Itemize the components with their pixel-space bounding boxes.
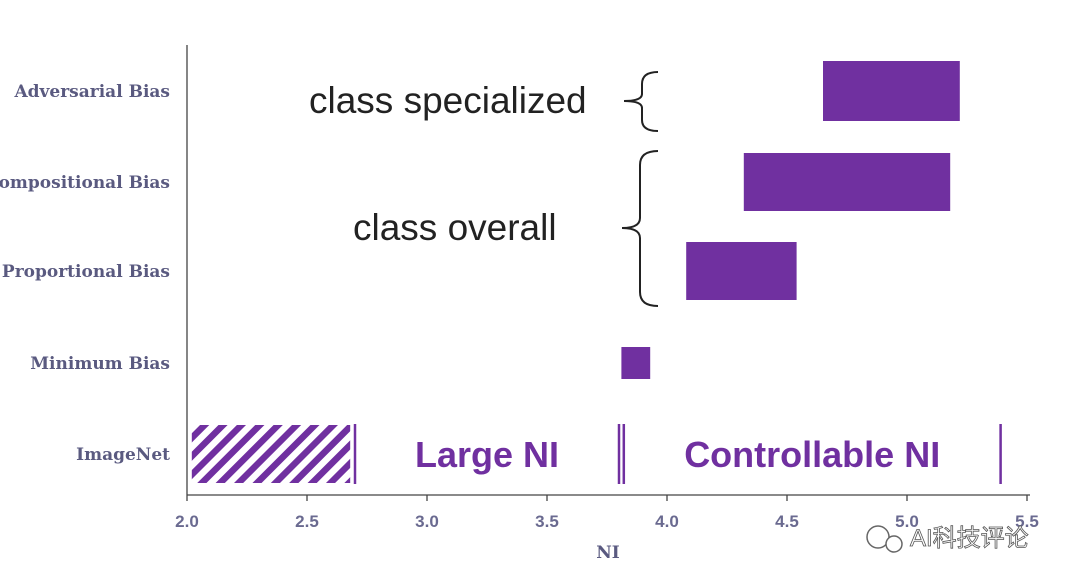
x-tick-label: 5.5 — [1015, 512, 1039, 531]
x-tick-label: 4.5 — [775, 512, 799, 531]
category-label: Compositional Bias — [0, 173, 170, 193]
x-tick-label: 2.0 — [175, 512, 199, 531]
x-tick-label: 4.0 — [655, 512, 679, 531]
bar-minimum-bias — [621, 347, 651, 379]
x-tick-label: 2.5 — [295, 512, 319, 531]
watermark-text: AI科技评论 — [910, 525, 1029, 552]
category-label: Minimum Bias — [30, 354, 170, 374]
region-label: Controllable NI — [684, 434, 940, 475]
annotation-class-overall: class overall — [353, 207, 557, 248]
bar-imagenet — [191, 425, 351, 483]
watermark: AI科技评论 — [866, 525, 1029, 553]
category-labels: Adversarial Bias Compositional Bias Propor… — [0, 82, 170, 465]
bar-compositional-bias — [743, 153, 951, 211]
x-tick-label: 5.0 — [895, 512, 919, 531]
ni-regions: Large NI Controllable NI — [353, 424, 1002, 484]
x-tick-label: 3.5 — [535, 512, 559, 531]
x-tick-label: 3.0 — [415, 512, 439, 531]
x-ticks: 2.0 2.5 3.0 3.5 4.0 4.5 5.0 5.5 — [175, 495, 1039, 531]
bar-proportional-bias — [686, 242, 797, 300]
bracket-class-overall — [621, 150, 659, 307]
bars — [191, 61, 960, 483]
bar-adversarial-bias — [823, 61, 960, 121]
wechat-icon-small — [885, 535, 903, 553]
category-label: ImageNet — [76, 445, 170, 465]
category-label: Adversarial Bias — [13, 82, 170, 102]
x-axis-label: NI — [596, 543, 620, 563]
category-label: Proportional Bias — [2, 262, 170, 282]
bracket-class-specialized — [623, 71, 659, 132]
annotation-class-specialized: class specialized — [309, 80, 587, 121]
region-label: Large NI — [415, 434, 559, 475]
